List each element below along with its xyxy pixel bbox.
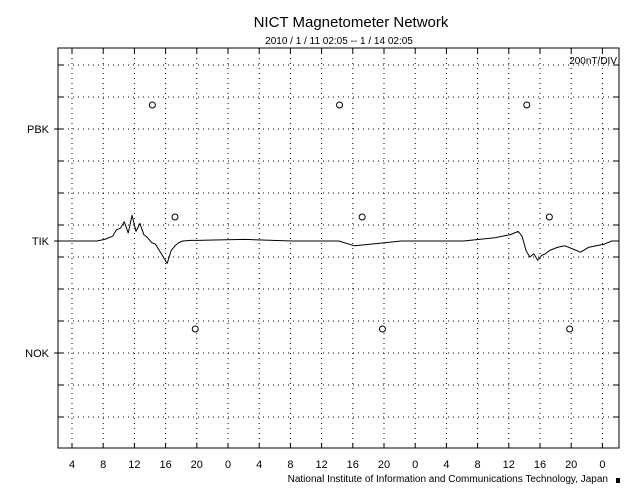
local-noon-marker (358, 213, 366, 221)
x-tick-label: 8 (475, 459, 481, 471)
chart-subtitle: 2010 / 1 / 11 02:05 -- 1 / 14 02:05 (265, 36, 413, 47)
x-tick-label: 8 (287, 459, 293, 471)
local-noon-marker (378, 325, 386, 333)
x-tick-label: 12 (128, 459, 140, 471)
x-tick-label: 16 (159, 459, 171, 471)
x-tick-label: 4 (69, 459, 75, 471)
x-tick-label: 8 (100, 459, 106, 471)
scale-label: 200nT/DIV (569, 56, 617, 67)
x-tick-label: 16 (347, 459, 359, 471)
axis-ticks (54, 48, 619, 448)
local-noon-markers (148, 101, 574, 333)
local-noon-marker (336, 101, 344, 109)
station-labels: PBK TIK NOK (25, 124, 50, 360)
footer-mark (616, 478, 620, 483)
x-tick-label: 16 (534, 459, 546, 471)
station-label: NOK (25, 348, 50, 360)
local-noon-marker (566, 325, 574, 333)
local-noon-marker (191, 325, 199, 333)
local-noon-marker (545, 213, 553, 221)
x-tick-label: 0 (412, 459, 418, 471)
x-tick-label: 12 (315, 459, 327, 471)
x-tick-label: 12 (503, 459, 515, 471)
station-label: PBK (27, 124, 50, 136)
local-noon-marker (523, 101, 531, 109)
plot-frame (57, 47, 620, 449)
chart-title: NICT Magnetometer Network (254, 14, 449, 31)
local-noon-marker (171, 213, 179, 221)
x-tick-label: 20 (191, 459, 203, 471)
station-label: TIK (32, 236, 50, 248)
footer-credit: National Institute of Information and Co… (288, 474, 608, 485)
tik-trace (58, 214, 619, 264)
x-tick-label: 4 (443, 459, 449, 471)
local-noon-marker (148, 101, 156, 109)
x-tick-labels: 4 8 12 16 20 0 4 8 12 16 20 0 4 8 12 16 20 0 (69, 459, 606, 471)
x-tick-label: 4 (256, 459, 262, 471)
x-tick-label: 0 (225, 459, 231, 471)
station-traces (58, 214, 619, 264)
x-tick-label: 20 (378, 459, 390, 471)
x-tick-label: 0 (599, 459, 605, 471)
x-tick-label: 20 (565, 459, 577, 471)
